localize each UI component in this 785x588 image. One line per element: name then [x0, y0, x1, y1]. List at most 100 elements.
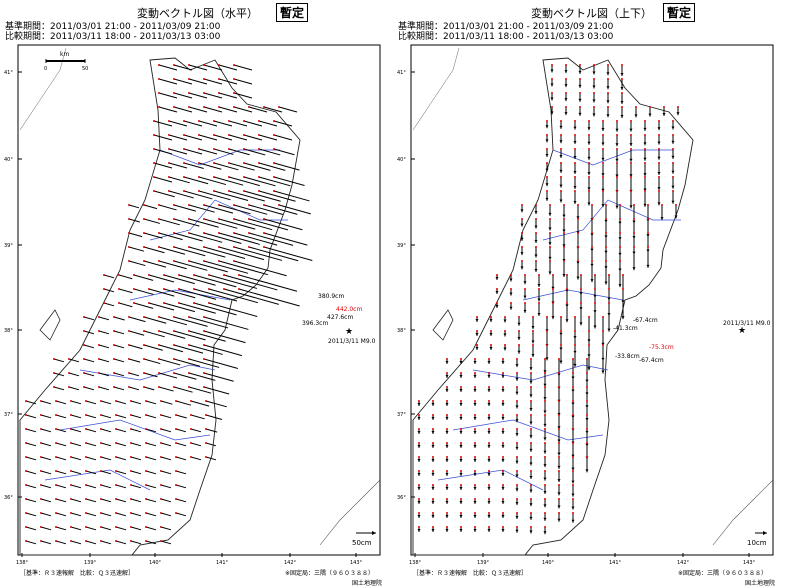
- gnss-station: [103, 274, 105, 276]
- vector-arrowhead: [676, 112, 680, 116]
- gnss-station: [203, 386, 205, 388]
- gnss-station: [25, 400, 27, 402]
- displacement-vector: [25, 400, 37, 405]
- gnss-station: [83, 344, 85, 346]
- displacement-vector: [143, 316, 167, 324]
- gnss-station: [248, 218, 250, 220]
- displacement-vector: [158, 386, 174, 392]
- gnss-station: [502, 442, 504, 444]
- gnss-station: [518, 344, 520, 346]
- displacement-vector: [213, 148, 234, 155]
- gnss-station: [588, 316, 590, 318]
- gnss-station: [474, 526, 476, 528]
- vector-arrowhead: [557, 439, 561, 443]
- gnss-station: [273, 190, 275, 192]
- gnss-station: [70, 428, 72, 430]
- displacement-vector: [53, 386, 65, 391]
- gnss-station: [460, 414, 462, 416]
- displacement-vector: [128, 316, 146, 323]
- vertical-panel: 変動ベクトル図（上下） 暫定 基準期間：2011/03/01 21:00 - 2…: [393, 0, 785, 588]
- displacement-vector: [228, 148, 250, 156]
- vector-arrowhead: [501, 417, 505, 420]
- vector-arrowhead: [445, 459, 449, 462]
- gnss-station: [432, 400, 434, 402]
- displacement-vector: [173, 344, 204, 354]
- displacement-vector: [98, 386, 110, 391]
- gnss-station: [100, 470, 102, 472]
- gnss-station: [586, 456, 588, 458]
- displacement-vector: [83, 316, 95, 321]
- gnss-station: [173, 260, 175, 262]
- gnss-station: [593, 106, 595, 108]
- gnss-station: [546, 316, 548, 318]
- gnss-station: [530, 386, 532, 388]
- vector-arrowhead: [646, 264, 650, 268]
- gnss-station: [158, 358, 160, 360]
- displacement-vector: [25, 442, 37, 447]
- vector-arrowhead: [606, 114, 610, 118]
- base-period: 基準期間：2011/03/01 21:00 - 2011/03/09 21:00: [5, 22, 221, 32]
- lat-tick-label: 41°: [397, 70, 406, 76]
- vector-arrowhead: [475, 347, 479, 350]
- vector-arrowhead: [445, 417, 449, 420]
- gnss-station: [143, 260, 145, 262]
- vector-arrowhead: [431, 459, 435, 462]
- gnss-station: [586, 442, 588, 444]
- vector-arrowhead: [459, 501, 463, 504]
- vector-arrowhead: [559, 125, 563, 129]
- displacement-vector: [173, 386, 193, 393]
- vector-arrowhead: [590, 279, 594, 283]
- gnss-station: [633, 232, 635, 234]
- gnss-station: [218, 78, 220, 80]
- gnss-station: [128, 218, 130, 220]
- gnss-station: [516, 358, 518, 360]
- gnss-station: [560, 344, 562, 346]
- displacement-label: 427.6cm: [327, 314, 353, 321]
- gnss-station: [130, 470, 132, 472]
- gnss-station: [488, 400, 490, 402]
- displacement-vector: [130, 400, 142, 405]
- gnss-station: [168, 134, 170, 136]
- gnss-station: [572, 456, 574, 458]
- gnss-station: [248, 232, 250, 234]
- gnss-station: [273, 134, 275, 136]
- displacement-vector: [213, 162, 239, 171]
- gnss-station: [70, 400, 72, 402]
- displacement-vector: [248, 204, 283, 215]
- vector-arrowhead: [459, 375, 463, 378]
- gnss-station: [446, 456, 448, 458]
- displacement-vector: [145, 540, 157, 545]
- displacement-vector: [258, 148, 281, 156]
- gnss-station: [183, 134, 185, 136]
- displacement-vector: [83, 330, 95, 335]
- displacement-vector: [228, 176, 260, 187]
- displacement-vector: [175, 484, 187, 489]
- japan-sea-edge: [19, 47, 67, 131]
- vector-arrowhead: [487, 487, 491, 490]
- gnss-station: [572, 428, 574, 430]
- gnss-station: [133, 274, 135, 276]
- displacement-vector: [70, 526, 82, 531]
- gnss-station: [496, 302, 498, 304]
- displacement-vector: [128, 260, 146, 267]
- gnss-station: [163, 288, 165, 290]
- displacement-vector: [158, 78, 178, 85]
- gnss-station: [203, 246, 205, 248]
- displacement-vector: [145, 484, 157, 489]
- vector-arrowhead: [657, 171, 661, 175]
- vector-arrowhead: [573, 140, 577, 144]
- gnss-station: [672, 148, 674, 150]
- displacement-vector: [128, 218, 140, 223]
- gnss-station: [160, 428, 162, 430]
- gnss-station: [530, 456, 532, 458]
- vector-arrowhead: [517, 336, 521, 340]
- gnss-station: [173, 316, 175, 318]
- gnss-station: [208, 288, 210, 290]
- gnss-station: [70, 442, 72, 444]
- gnss-station: [145, 512, 147, 514]
- gnss-station: [100, 498, 102, 500]
- gnss-station: [203, 358, 205, 360]
- vector-arrowhead: [473, 403, 477, 406]
- vector-arrowhead: [579, 322, 583, 326]
- gnss-station: [183, 120, 185, 122]
